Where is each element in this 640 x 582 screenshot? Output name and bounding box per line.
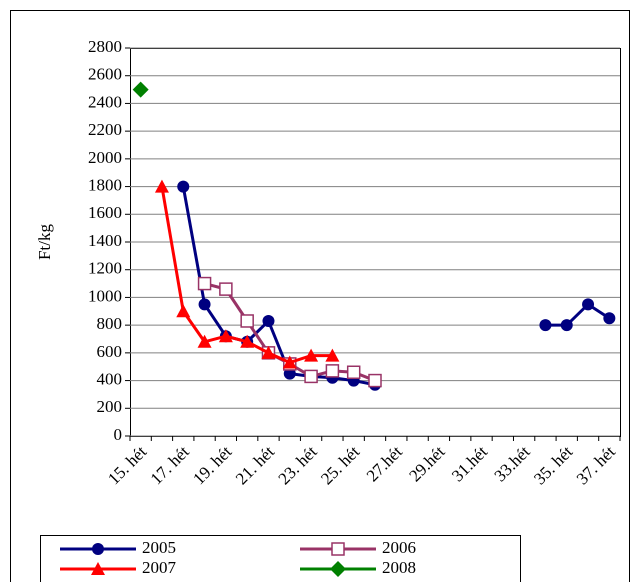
legend-label: 2008 (382, 558, 416, 577)
data-point (177, 180, 190, 193)
data-point (197, 276, 212, 291)
chart-border (10, 10, 630, 582)
y-tick-label: 400 (97, 369, 123, 388)
data-point (176, 304, 191, 318)
data-point (560, 319, 573, 332)
data-point (240, 334, 255, 348)
y-tick-label: 1600 (88, 203, 122, 222)
y-tick-label: 2400 (88, 92, 122, 111)
legend-marker (331, 542, 345, 556)
legend-label: 2006 (382, 538, 416, 557)
legend-box (40, 535, 521, 582)
data-point (304, 369, 318, 384)
data-point (218, 329, 233, 343)
data-point (325, 348, 340, 362)
legend-label: 2007 (142, 558, 177, 577)
data-point (240, 314, 254, 328)
data-point (304, 348, 319, 362)
data-point (132, 81, 149, 98)
y-tick-label: 200 (97, 397, 123, 416)
y-tick-label: 1200 (88, 259, 122, 278)
y-tick-label: 600 (97, 342, 123, 361)
data-point (282, 355, 297, 369)
y-tick-label: 2600 (88, 65, 122, 84)
y-tick-label: 2800 (88, 37, 122, 56)
y-tick-label: 0 (114, 425, 123, 444)
data-point (539, 319, 552, 332)
data-point (582, 298, 595, 311)
legend-marker (330, 561, 346, 577)
y-tick-label: 1400 (88, 231, 122, 250)
data-point (603, 312, 616, 325)
y-tick-label: 2200 (88, 120, 122, 139)
y-tick-label: 1000 (88, 286, 122, 305)
data-point (346, 365, 361, 380)
y-tick-label: 1800 (88, 175, 122, 194)
y-tick-label: 2000 (88, 148, 122, 167)
data-point (154, 179, 169, 193)
data-point (219, 282, 233, 296)
series-line (181, 186, 611, 387)
legend-label: 2005 (142, 538, 176, 557)
data-point (325, 364, 340, 378)
data-point (197, 334, 212, 348)
y-axis-label: Ft/kg (35, 224, 54, 260)
data-point (261, 345, 276, 359)
legend-marker (91, 562, 105, 575)
data-point (368, 373, 382, 388)
legend-marker (92, 543, 104, 555)
data-point (262, 314, 275, 327)
data-point (198, 298, 211, 311)
y-tick-label: 800 (97, 314, 123, 333)
